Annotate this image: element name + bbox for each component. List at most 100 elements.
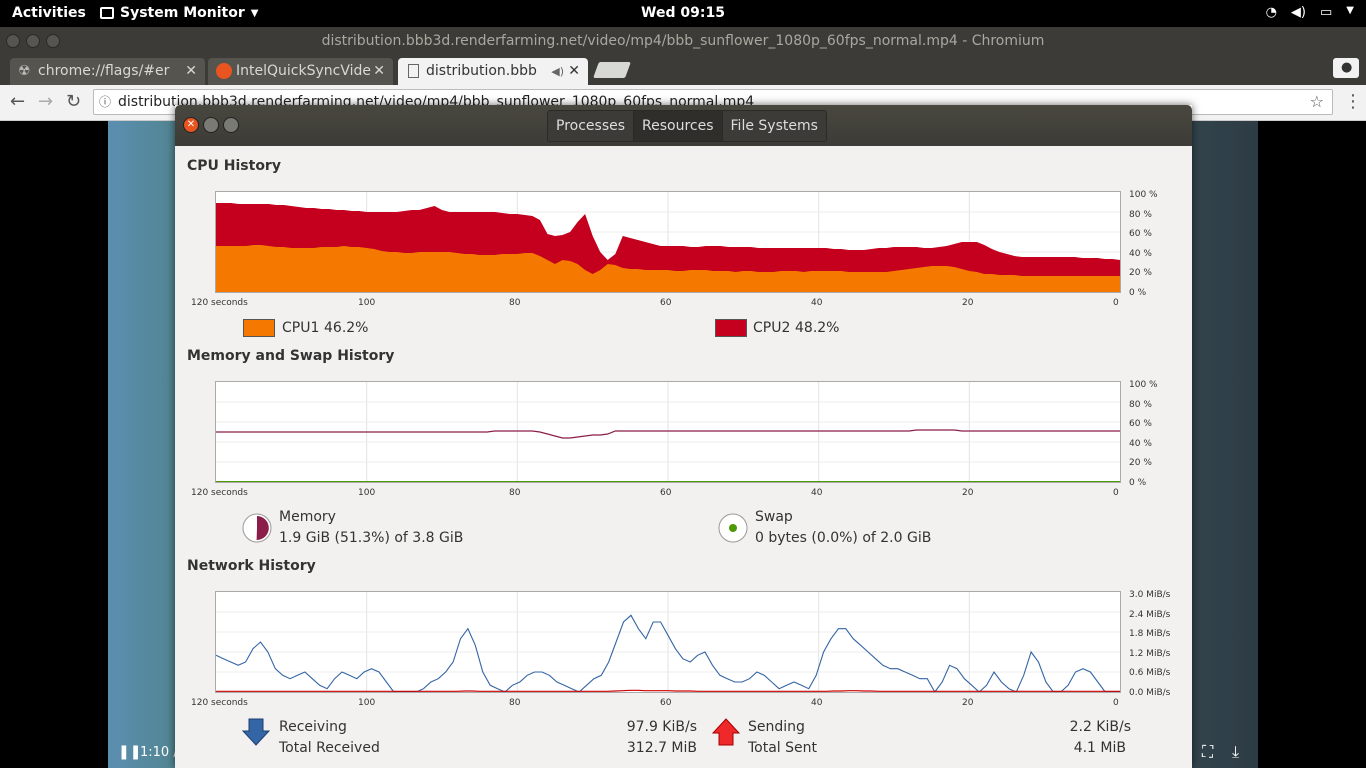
video-time: 1:10 / (140, 745, 178, 760)
network-graph (215, 591, 1121, 693)
memory-pie-icon[interactable] (241, 512, 273, 544)
memory-label: Memory (279, 509, 336, 525)
network-y-tick-label: 1.8 MiB/s (1129, 629, 1171, 640)
memory-y-tick-label: 20 % (1129, 458, 1152, 469)
network-x-tick-label: 120 seconds (191, 698, 248, 708)
memory-graph (215, 381, 1121, 483)
tab-label: IntelQuickSyncVide (236, 63, 371, 79)
cpu-x-tick-label: 80 (509, 298, 521, 308)
system-tray[interactable]: ◔ ◀) ▭ ▼ (1266, 5, 1354, 20)
battery-icon: ▭ (1320, 5, 1333, 20)
reload-button[interactable]: ↻ (66, 91, 82, 112)
sending-line (216, 689, 1120, 692)
network-x-tick-label: 40 (811, 698, 823, 708)
memory-y-tick-label: 100 % (1129, 380, 1158, 390)
memory-x-tick-label: 60 (660, 488, 672, 498)
network-x-tick-label: 80 (509, 698, 521, 708)
cpu2-color-swatch[interactable] (715, 319, 747, 337)
system-monitor-window: ✕ Processes Resources File Systems CPU H… (175, 105, 1192, 768)
activities-button[interactable]: Activities (12, 5, 86, 21)
memory-value: 1.9 GiB (51.3%) of 3.8 GiB (279, 530, 464, 546)
chevron-down-icon: ▼ (250, 7, 259, 19)
cpu-graph (215, 191, 1121, 293)
app-menu-label: System Monitor (120, 5, 245, 21)
top-bar: Activities System Monitor ▼ Wed 09:15 ◔ … (0, 0, 1366, 27)
minimize-button[interactable] (203, 117, 219, 133)
swap-label: Swap (755, 509, 793, 525)
cpu-y-tick-label: 60 % (1129, 229, 1152, 240)
network-y-tick-label: 3.0 MiB/s (1129, 590, 1171, 600)
back-button[interactable]: ← (10, 91, 26, 112)
forward-button[interactable]: → (38, 91, 54, 112)
cpu-x-tick-label: 60 (660, 298, 672, 308)
tab-resources[interactable]: Resources (634, 111, 723, 141)
cpu-y-tick-label: 80 % (1129, 209, 1152, 220)
fullscreen-icon[interactable]: ⛶ (1202, 742, 1214, 761)
cpu-y-tick-label: 40 % (1129, 248, 1152, 259)
close-icon[interactable]: ✕ (185, 63, 197, 79)
profile-button[interactable]: ● (1333, 58, 1359, 78)
tab-chrome-flags[interactable]: ☢ chrome://flags/#er ✕ (10, 58, 205, 85)
total-sent-value: 4.1 MiB (1073, 740, 1126, 756)
memory-x-tick-label: 100 (358, 488, 376, 498)
cpu1-value: 46.2% (324, 320, 369, 336)
view-switcher: Processes Resources File Systems (547, 110, 827, 142)
cpu-x-tick-label: 20 (962, 298, 974, 308)
receiving-line (216, 614, 1120, 692)
swap-pie-icon[interactable] (717, 512, 749, 544)
close-icon[interactable]: ✕ (568, 63, 580, 79)
browser-title-bar: distribution.bbb3d.renderfarming.net/vid… (0, 27, 1366, 55)
cpu-x-tick-label: 0 (1113, 298, 1119, 308)
swap-value: 0 bytes (0.0%) of 2.0 GiB (755, 530, 932, 546)
network-y-tick-label: 0.0 MiB/s (1129, 688, 1171, 698)
tab-intel-quicksync[interactable]: IntelQuickSyncVide ✕ (208, 58, 393, 85)
cpu-y-tick-label: 100 % (1129, 190, 1158, 200)
network-y-tick-label: 1.2 MiB/s (1129, 648, 1171, 659)
cpu-y-tick-label: 0 % (1129, 288, 1147, 298)
cpu1-area (216, 245, 1120, 292)
tab-processes[interactable]: Processes (548, 111, 635, 141)
receiving-arrow-icon[interactable] (241, 717, 271, 747)
download-icon[interactable]: ⤓ (1232, 742, 1240, 761)
info-icon[interactable]: ⓘ (99, 95, 112, 109)
network-y-tick-label: 2.4 MiB/s (1129, 609, 1171, 620)
tab-label: chrome://flags/#er (38, 63, 170, 79)
tab-label: distribution.bbb (426, 63, 537, 79)
clock[interactable]: Wed 09:15 (641, 5, 725, 21)
new-tab-button[interactable] (593, 62, 631, 78)
total-sent-label: Total Sent (748, 740, 818, 756)
volume-icon: ◀) (1290, 5, 1306, 20)
app-menu[interactable]: System Monitor ▼ (100, 5, 258, 21)
memory-x-tick-label: 0 (1113, 488, 1119, 498)
speaker-icon[interactable]: ◀) (551, 65, 564, 78)
memory-x-tick-label: 20 (962, 488, 974, 498)
total-received-label: Total Received (279, 740, 380, 756)
tab-file-systems[interactable]: File Systems (722, 111, 826, 141)
browser-minimize-button[interactable] (26, 34, 40, 48)
menu-button[interactable]: ⋮ (1344, 91, 1362, 112)
memory-y-tick-label: 60 % (1129, 419, 1152, 430)
browser-maximize-button[interactable] (46, 34, 60, 48)
pause-icon[interactable]: ❚❚ (118, 744, 142, 760)
memory-y-tick-label: 0 % (1129, 478, 1147, 488)
close-icon[interactable]: ✕ (373, 63, 385, 79)
system-monitor-header: ✕ Processes Resources File Systems (175, 105, 1192, 146)
cpu1-color-swatch[interactable] (243, 319, 275, 337)
network-history-title: Network History (187, 558, 316, 574)
memory-history-title: Memory and Swap History (187, 348, 395, 364)
memory-line (216, 429, 1120, 439)
cpu2-value: 48.2% (795, 320, 840, 336)
network-chart (216, 592, 1120, 692)
sending-label: Sending (748, 719, 805, 735)
close-button[interactable]: ✕ (183, 117, 199, 133)
memory-x-tick-label: 80 (509, 488, 521, 498)
memory-y-tick-label: 40 % (1129, 438, 1152, 449)
maximize-button[interactable] (223, 117, 239, 133)
browser-close-button[interactable] (6, 34, 20, 48)
network-x-tick-label: 20 (962, 698, 974, 708)
tab-distribution[interactable]: distribution.bbb ◀) ✕ (398, 58, 588, 85)
star-icon[interactable]: ☆ (1309, 92, 1324, 111)
network-x-tick-label: 0 (1113, 698, 1119, 708)
cpu-x-tick-label: 100 (358, 298, 376, 308)
sending-arrow-icon[interactable] (711, 717, 741, 747)
